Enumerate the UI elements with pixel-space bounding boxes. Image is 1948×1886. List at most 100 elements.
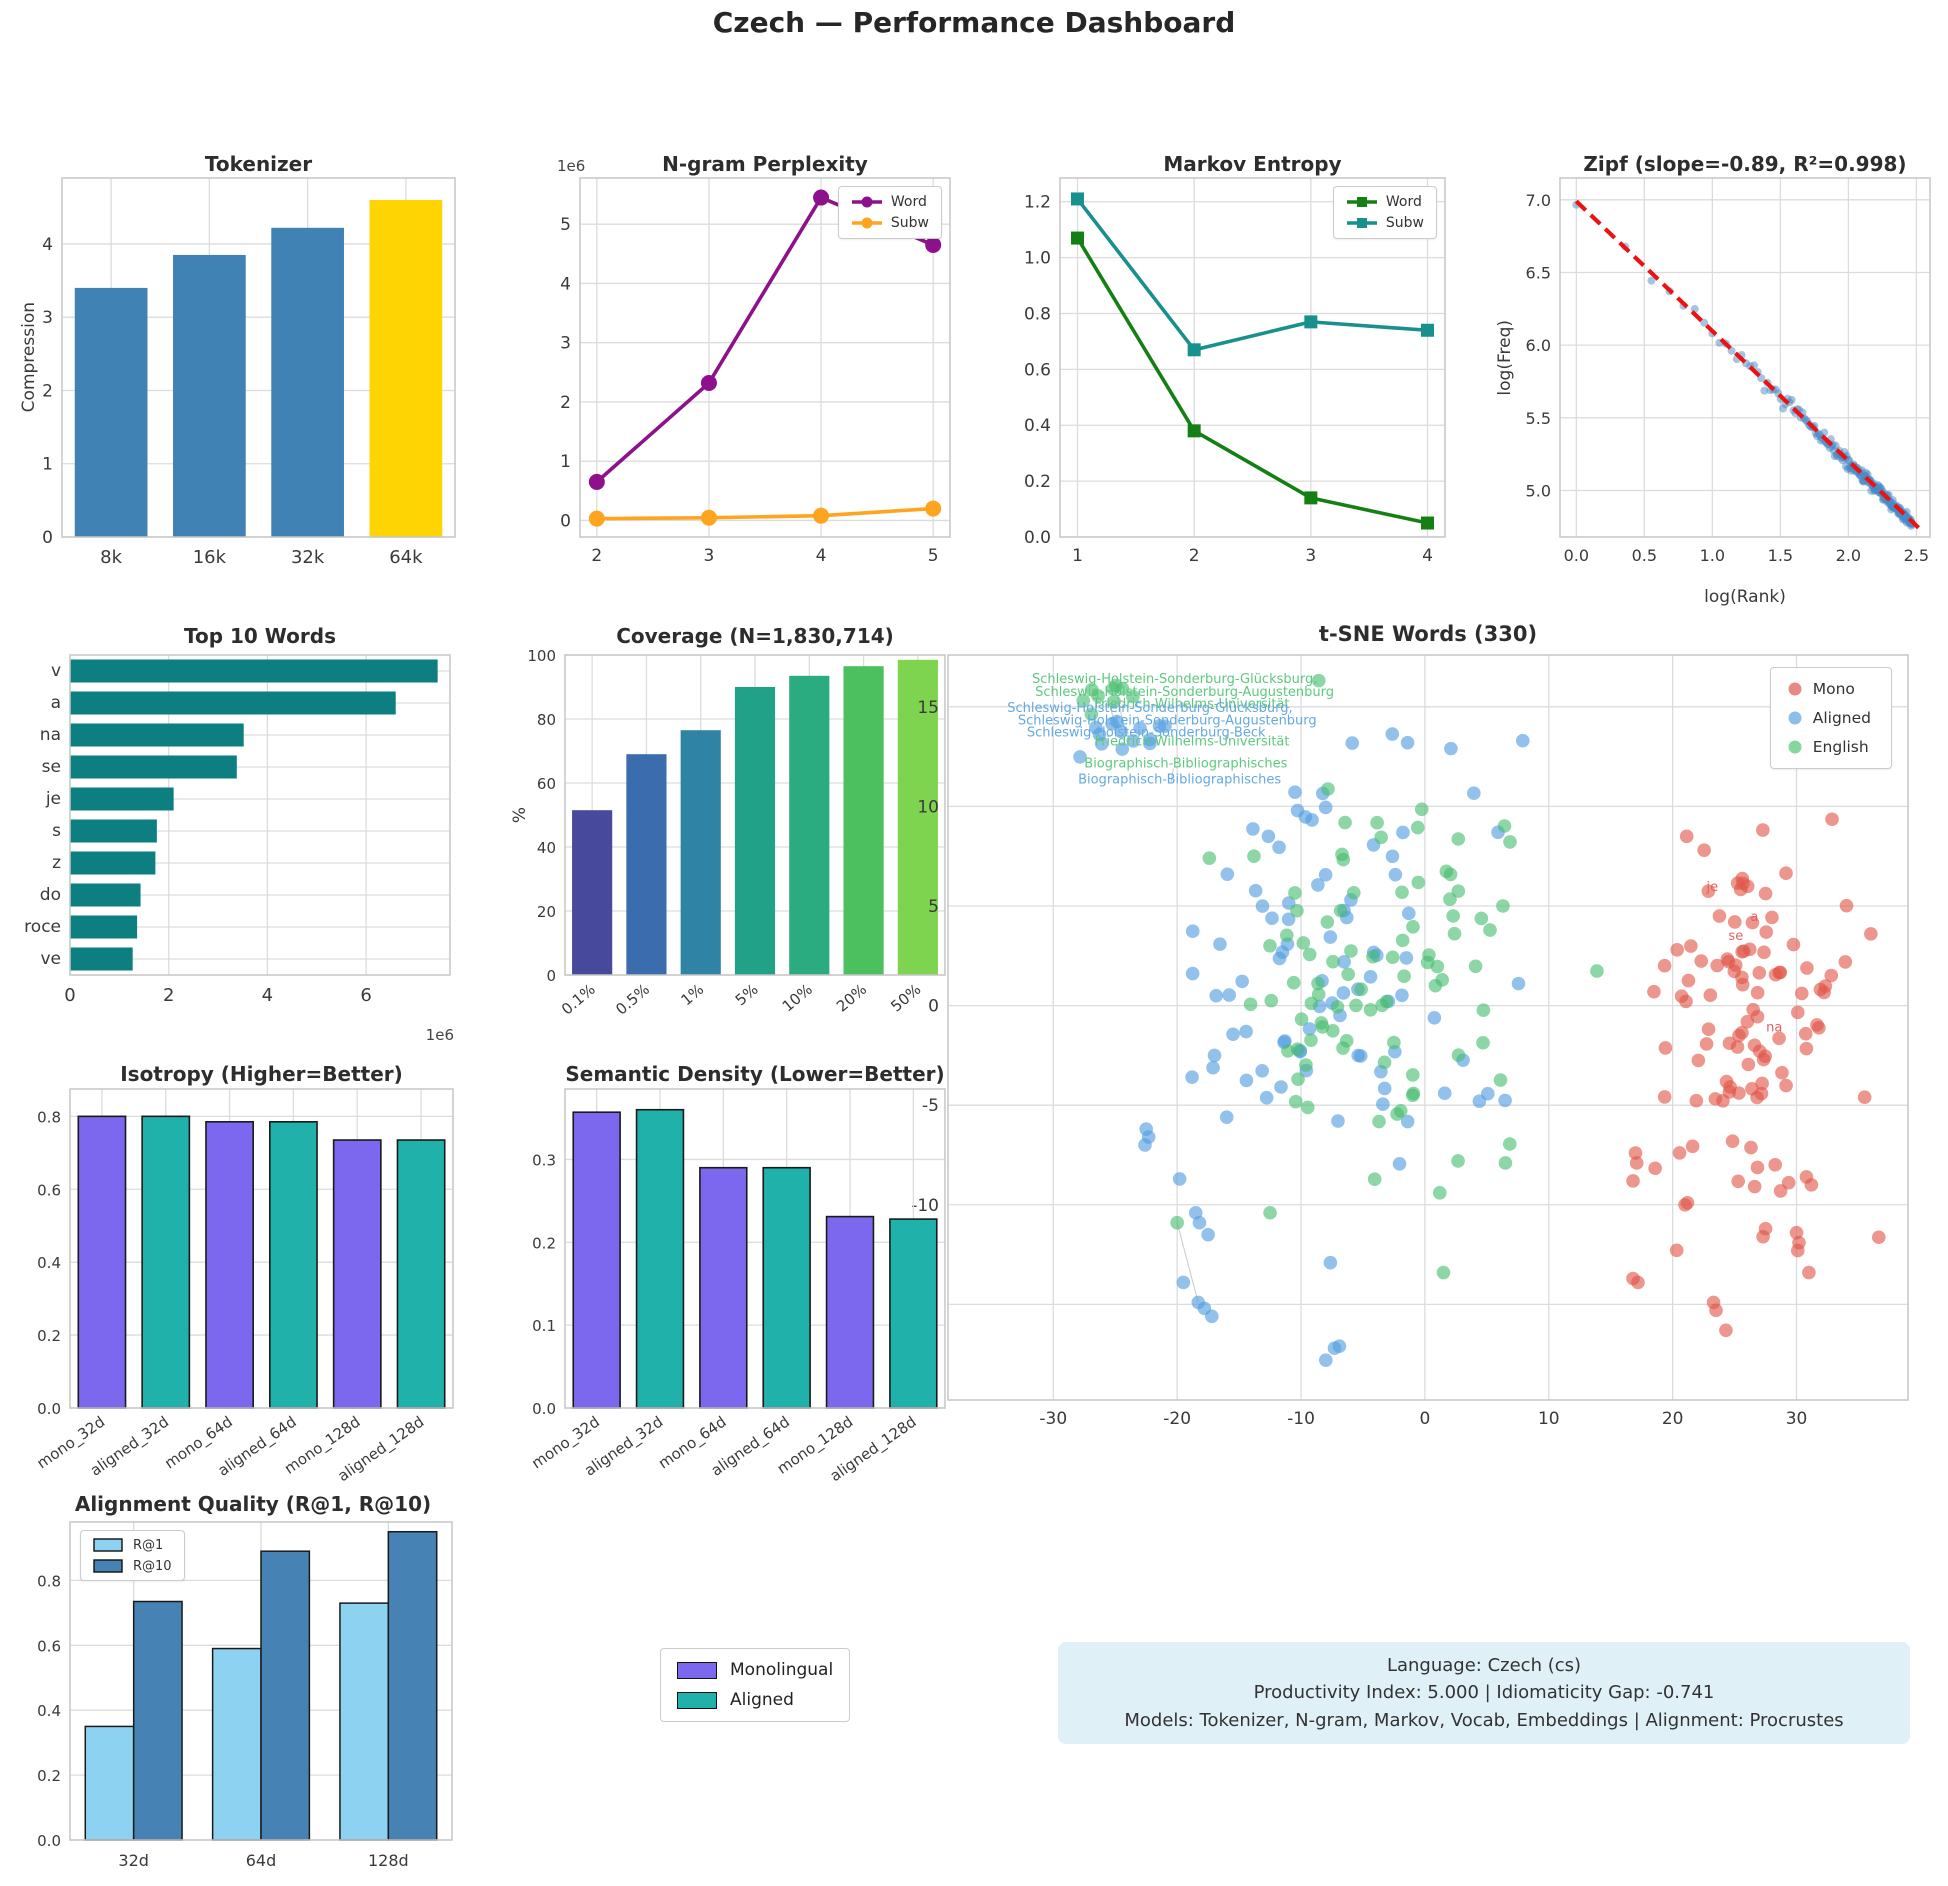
- scatter-point: [1084, 707, 1099, 722]
- alignment-quality-title: Alignment Quality (R@1, R@10): [74, 1492, 432, 1516]
- bar: [132, 1600, 183, 1841]
- scatter-point: [1728, 958, 1743, 973]
- svg-text:0.4: 0.4: [37, 1254, 61, 1272]
- scatter-point: [1719, 1323, 1733, 1338]
- rect-swatch-icon: [93, 1559, 123, 1573]
- legend-item: English: [1785, 738, 1871, 756]
- legend-label: Word: [890, 194, 927, 210]
- scatter-point: [1264, 993, 1279, 1008]
- scatter-point: [1839, 898, 1854, 913]
- scatter-point: [1476, 1003, 1491, 1018]
- scatter-point: [1333, 903, 1348, 918]
- tsne-annotation: je: [1705, 880, 1718, 895]
- scatter-point: [1503, 835, 1517, 849]
- svg-text:8k: 8k: [100, 547, 122, 568]
- scatter-point: [1420, 955, 1435, 970]
- semantic-density-title: Semantic Density (Lower=Better): [565, 1062, 945, 1086]
- svg-text:0.4: 0.4: [37, 1702, 61, 1720]
- scatter-point: [1354, 982, 1368, 997]
- svg-text:15: 15: [917, 698, 939, 718]
- svg-text:40: 40: [537, 839, 556, 857]
- svg-text:4: 4: [1422, 546, 1433, 566]
- bar: [572, 1111, 621, 1409]
- isotropy-canvas: 0.00.20.40.60.8mono_32daligned_32dmono_6…: [34, 1088, 454, 1486]
- scatter-point: [1631, 1275, 1645, 1290]
- tsne-title: t-SNE Words (330): [1318, 622, 1538, 646]
- svg-text:je: je: [45, 789, 61, 809]
- scatter-point: [1745, 915, 1760, 930]
- scatter-point: [1871, 1230, 1886, 1245]
- markov-title: Markov Entropy: [1163, 152, 1342, 176]
- scatter-point: [1290, 803, 1305, 818]
- scatter-point: [1341, 967, 1355, 982]
- scatter-point: [1410, 820, 1425, 835]
- scatter-point: [1502, 1137, 1517, 1151]
- scatter-point: [1288, 886, 1302, 900]
- bar: [762, 1166, 811, 1409]
- scatter-point: [1411, 875, 1426, 890]
- dot-swatch-icon: [1788, 711, 1802, 725]
- legend-label: English: [1812, 738, 1869, 756]
- scatter-point: [1349, 998, 1363, 1013]
- scatter-point: [1428, 978, 1443, 993]
- bar: [70, 755, 237, 779]
- scatter-point: [1311, 673, 1326, 688]
- scatter-point: [1443, 867, 1458, 882]
- scatter-point: [1376, 1097, 1390, 1111]
- scatter-point: [1472, 1094, 1487, 1109]
- scatter-point: [1185, 1070, 1199, 1084]
- scatter-point: [1294, 1012, 1309, 1027]
- scatter-point: [1657, 1090, 1672, 1104]
- scatter-point: [1115, 742, 1130, 756]
- scatter-point: [1746, 1002, 1760, 1017]
- scatter-point: [1735, 977, 1750, 992]
- bar: [843, 666, 884, 975]
- svg-text:32k: 32k: [291, 547, 325, 568]
- scatter-point: [1657, 958, 1672, 973]
- scatter-point: [1201, 1227, 1215, 1242]
- scatter-point: [1374, 830, 1388, 845]
- scatter-point: [1305, 813, 1319, 827]
- svg-text:-5: -5: [922, 1096, 939, 1116]
- scatter-point: [1799, 1041, 1814, 1056]
- scatter-point: [1377, 1055, 1392, 1070]
- scatter-point: [1758, 886, 1773, 901]
- scatter-point: [1105, 717, 1119, 731]
- scatter-point: [1498, 1156, 1513, 1170]
- bar: [789, 675, 830, 975]
- bar: [271, 227, 344, 537]
- scatter-point: [1755, 1076, 1769, 1091]
- svg-text:5: 5: [928, 897, 939, 917]
- scatter-point: [1669, 1243, 1684, 1258]
- svg-text:a: a: [51, 693, 61, 713]
- scatter-point: [1703, 988, 1718, 1003]
- scatter-point: [1172, 1172, 1187, 1186]
- svg-text:1: 1: [560, 452, 571, 472]
- scatter-point: [1804, 1178, 1819, 1192]
- scatter-point: [1701, 884, 1716, 898]
- bar: [889, 1218, 938, 1409]
- scatter-point: [1326, 954, 1340, 969]
- bar: [572, 810, 613, 975]
- alignment_quality-canvas: 0.0 0.2 0.4 0.6 0.8 32d 64d 128d: [37, 1521, 453, 1870]
- scatter-point: [1235, 974, 1249, 989]
- bar: [260, 1550, 311, 1841]
- ngram-offset-label: 1e6: [557, 157, 586, 175]
- scatter-point: [1275, 945, 1290, 960]
- scatter-point: [1824, 968, 1839, 983]
- scatter-point: [1451, 1154, 1465, 1168]
- bar: [332, 1139, 382, 1409]
- scatter-point: [1689, 1093, 1704, 1108]
- svg-text:20: 20: [537, 903, 556, 921]
- scatter-point: [1399, 951, 1414, 965]
- scatter-point: [1213, 937, 1227, 951]
- bar: [626, 754, 667, 975]
- svg-text:0.6: 0.6: [1024, 360, 1051, 380]
- svg-text:64d: 64d: [246, 1851, 277, 1870]
- bar: [173, 254, 246, 537]
- scatter-point: [1290, 903, 1304, 918]
- scatter-point: [1265, 911, 1279, 926]
- svg-text:na: na: [40, 725, 61, 745]
- bar: [70, 851, 156, 875]
- scatter-point: [1658, 1041, 1673, 1055]
